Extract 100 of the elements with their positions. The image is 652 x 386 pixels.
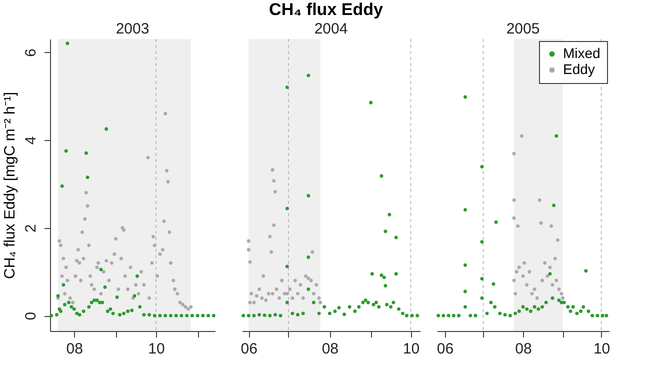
point [248, 260, 252, 264]
point [312, 300, 316, 304]
point [397, 307, 400, 311]
x-tick-label: 10 [148, 340, 165, 358]
point [106, 310, 110, 313]
point [369, 100, 373, 104]
chart-title: 2004 [314, 20, 348, 38]
point [277, 296, 281, 300]
point [464, 290, 467, 294]
x-tick-label: 10 [402, 340, 420, 358]
point [556, 238, 560, 242]
point [108, 307, 112, 311]
point [309, 278, 313, 282]
chart-title: 2005 [506, 20, 540, 38]
point [296, 313, 300, 316]
point [312, 292, 316, 296]
point [590, 314, 594, 318]
point [372, 302, 376, 306]
point [250, 292, 254, 296]
point [554, 134, 558, 138]
point [535, 296, 539, 300]
point [582, 305, 586, 309]
point [246, 314, 250, 318]
point [78, 313, 82, 316]
point [290, 312, 294, 316]
point [575, 312, 579, 316]
point [328, 312, 332, 316]
point [270, 292, 274, 296]
point [394, 272, 398, 276]
point [544, 300, 548, 304]
point [540, 305, 544, 309]
point [353, 310, 357, 313]
point [82, 310, 86, 313]
y-tick-label: 6 [22, 48, 40, 57]
point [59, 310, 62, 313]
point [272, 179, 276, 183]
point [538, 198, 542, 202]
point [357, 305, 361, 309]
point [301, 312, 305, 316]
point [264, 298, 268, 302]
point [571, 305, 575, 309]
point [380, 274, 384, 277]
point [285, 86, 289, 90]
point [536, 307, 540, 311]
point [248, 300, 252, 304]
point [464, 263, 467, 267]
point [384, 284, 388, 288]
point [480, 165, 484, 169]
point [337, 306, 341, 310]
point [557, 298, 561, 302]
point [322, 305, 326, 309]
point [377, 305, 381, 309]
point [508, 314, 512, 318]
point [86, 176, 90, 180]
point [464, 305, 467, 309]
point [480, 296, 484, 300]
point [62, 283, 66, 287]
point [380, 174, 384, 178]
point [306, 194, 310, 198]
point [517, 310, 521, 313]
point [266, 292, 270, 296]
point [285, 292, 289, 296]
point [548, 266, 552, 270]
point [562, 300, 566, 304]
point [285, 300, 289, 304]
point [586, 310, 590, 313]
point [306, 256, 310, 259]
point [553, 256, 557, 260]
point [464, 208, 467, 212]
point [278, 314, 282, 318]
point [474, 314, 478, 318]
x-tick-label: 08 [322, 340, 339, 358]
point [84, 151, 88, 155]
point [246, 248, 250, 252]
point [70, 305, 74, 309]
point [485, 312, 489, 316]
point [550, 283, 554, 287]
point [557, 288, 561, 292]
point [464, 95, 467, 99]
point [158, 314, 162, 318]
point [64, 149, 68, 153]
point [543, 261, 547, 265]
point [514, 270, 518, 274]
point [306, 276, 310, 280]
point [206, 314, 210, 318]
point [528, 310, 532, 313]
point [306, 288, 310, 292]
point [457, 314, 461, 318]
text: CH₄ flux Eddy [268, 0, 384, 19]
point [516, 224, 520, 228]
point [130, 308, 134, 312]
point [525, 307, 529, 311]
point [296, 292, 300, 296]
point [115, 295, 119, 299]
point [410, 314, 414, 318]
point [66, 42, 70, 46]
point [135, 274, 139, 278]
point [100, 300, 104, 304]
point [280, 278, 284, 282]
point [512, 216, 516, 220]
